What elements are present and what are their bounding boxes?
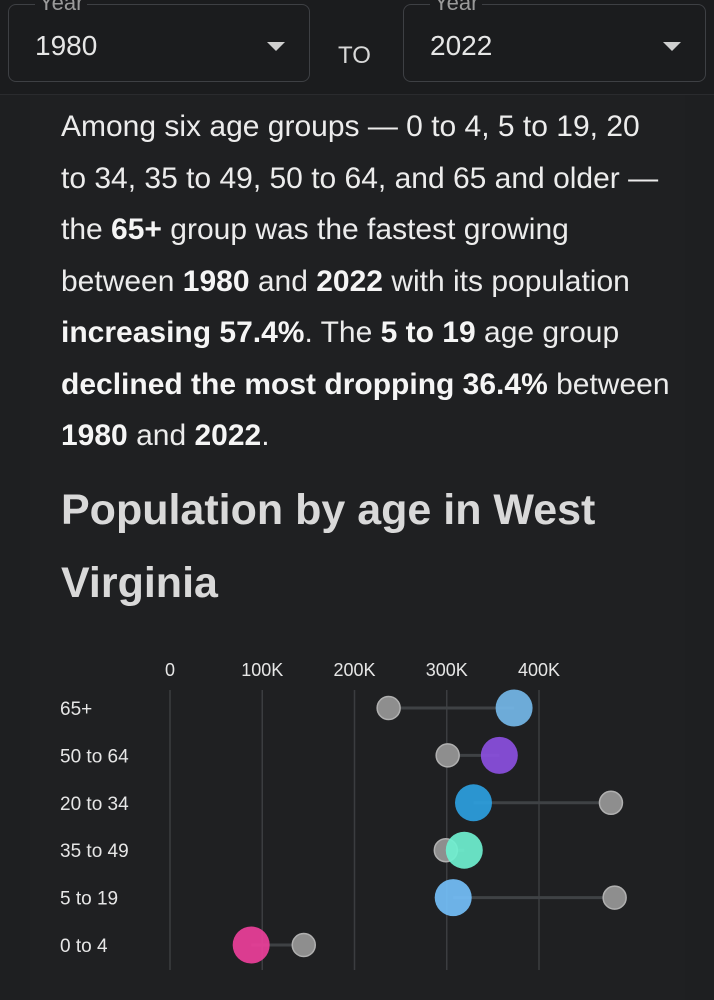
x-tick-label: 100K [241,660,283,680]
summary-bold: 65+ [111,213,162,246]
end-year-select[interactable]: Year 2022 [403,0,706,82]
category-label: 50 to 64 [60,746,129,767]
summary-bold: 2022 [194,419,262,452]
dot-1980 [435,743,460,768]
summary-text: and [127,419,195,452]
summary-text: age group [475,316,620,349]
summary-bold: 1980 [61,419,128,452]
start-year-select[interactable]: Year 1980 [8,0,310,82]
dot-1980 [291,932,317,958]
dot-2022 [232,926,270,964]
dot-1980 [376,695,401,721]
chevron-down-icon [267,42,285,51]
dot-2022 [495,689,533,727]
summary-bold: increasing 57.4% [61,316,305,349]
start-year-legend: Year [35,0,88,16]
x-tick-label: 400K [518,660,560,680]
to-label: TO [338,42,371,69]
end-year-legend: Year [430,0,483,16]
category-label: 65+ [60,699,92,720]
dot-2022 [455,784,493,822]
x-tick-label: 200K [333,660,375,680]
summary-bold: 5 to 19 [380,316,476,349]
summary-text: group was the fastest growing between [61,213,569,298]
summary-text: with its population [383,264,630,298]
x-tick-label: 0 [165,660,175,680]
category-label: 0 to 4 [60,936,108,957]
year-filter-bar: Year 1980 TO Year 2022 [0,0,714,95]
dot-2022 [480,736,518,774]
summary-text: and [249,264,317,298]
category-label: 5 to 19 [60,889,118,910]
dot-2022 [434,879,472,917]
chevron-down-icon [663,42,681,51]
end-year-value: 2022 [430,30,493,61]
category-label: 20 to 34 [60,794,129,815]
dot-1980 [598,790,624,816]
summary-text: . The [304,316,381,349]
summary-bold: declined the most dropping 36.4% [61,367,548,401]
dot-2022 [445,831,483,869]
x-tick-label: 300K [426,660,468,680]
chart-title: Population by age in West Virginia [61,486,596,607]
summary-bold: 2022 [316,264,383,298]
start-year-value: 1980 [35,30,98,61]
content-panel [30,95,685,1000]
summary-bold: 1980 [182,264,250,298]
summary-paragraph: Among six age groups — 0 to 4, 5 to 19, … [61,101,671,462]
summary-text: . [261,419,270,452]
summary-text: between [547,367,670,401]
category-label: 35 to 49 [60,841,129,862]
dumbbell-chart: 0 100K 200K 300K 400K 65+ 50 to 64 20 to 34 35 t… [60,660,627,970]
dot-1980 [602,885,627,910]
summary-text: Among six age groups — 0 to 4, 5 to 19, … [61,110,659,246]
